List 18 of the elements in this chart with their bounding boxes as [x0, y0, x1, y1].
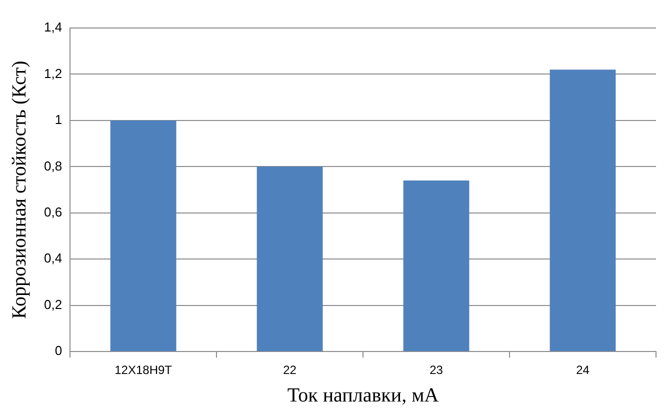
y-tick-label: 0,4 [44, 250, 62, 266]
x-axis-title: Ток наплавки, мА [287, 384, 440, 406]
x-tick-label: 22 [283, 363, 297, 378]
x-tick-label: 24 [576, 363, 590, 378]
y-tick-label: 0,8 [44, 158, 62, 174]
y-tick-label: 0 [54, 343, 62, 358]
y-axis-title: Коррозионная стойкость (Кст) [8, 60, 30, 319]
bar [256, 166, 323, 352]
y-tick-label: 1 [54, 112, 62, 128]
bar [403, 180, 470, 352]
y-tick-label: 0,2 [44, 296, 62, 312]
y-tick-label: 0,6 [44, 204, 62, 220]
y-tick-label: 1,4 [44, 20, 62, 35]
y-tick-label: 1,2 [44, 66, 62, 81]
x-tick-label: 12Х18Н9Т [114, 363, 173, 378]
x-tick-label: 23 [430, 363, 444, 378]
bar [110, 120, 176, 352]
bar [550, 70, 616, 352]
